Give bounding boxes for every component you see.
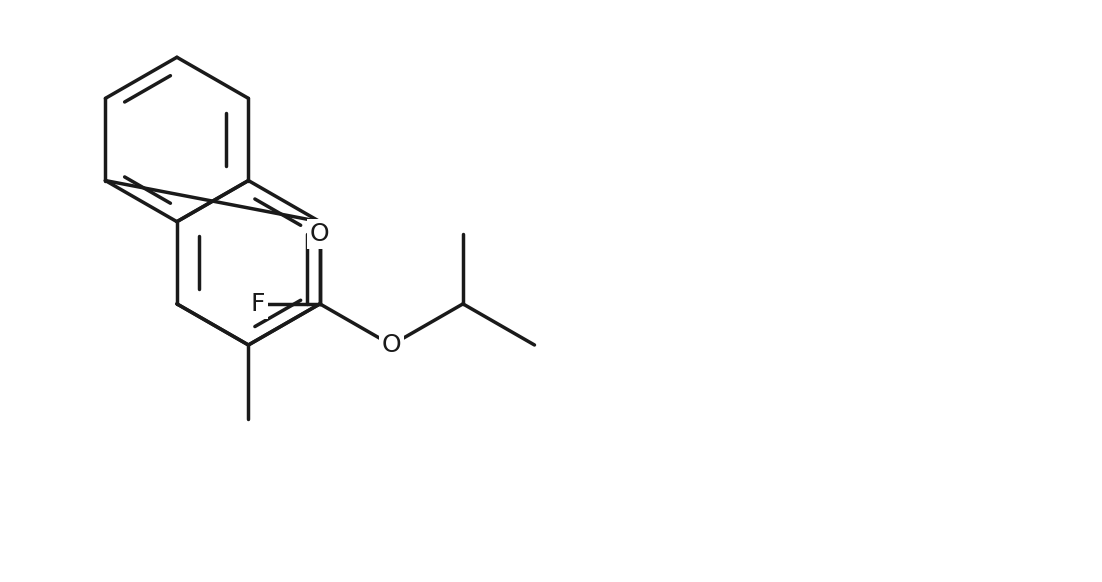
Text: F: F bbox=[251, 292, 266, 316]
Text: O: O bbox=[310, 222, 329, 246]
Text: O: O bbox=[381, 333, 401, 357]
